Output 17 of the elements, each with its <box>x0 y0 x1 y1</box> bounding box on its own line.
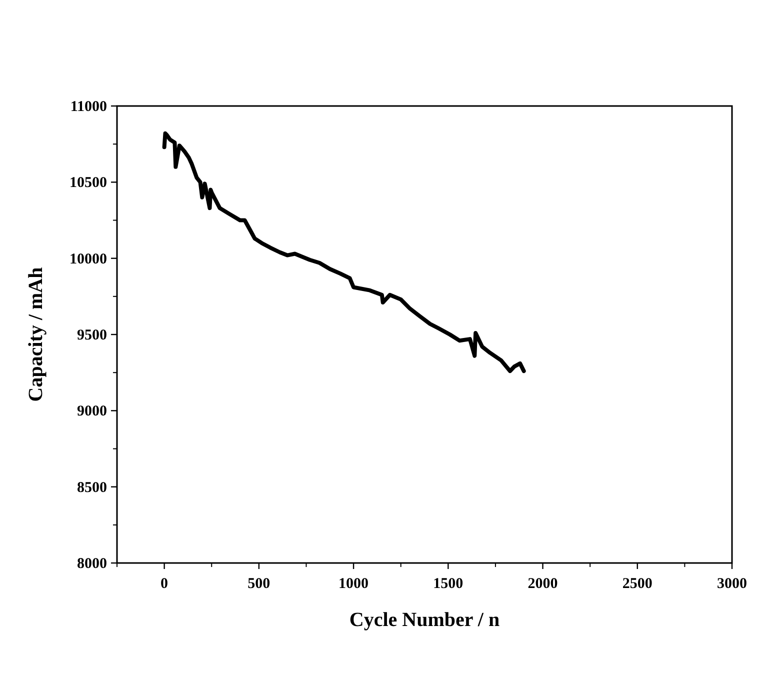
y-tick-label: 9000 <box>77 404 107 420</box>
x-tick-label: 1500 <box>433 576 464 592</box>
x-tick-label: 500 <box>248 576 270 592</box>
y-tick-label: 11000 <box>70 99 107 115</box>
y-axis-title: Capacity / mAh <box>25 267 47 402</box>
line-series <box>162 131 526 374</box>
x-tick-label: 3000 <box>717 576 747 592</box>
y-tick-label: 10500 <box>70 175 107 192</box>
x-tick-label: 2000 <box>528 576 558 592</box>
x-axis-title: Cycle Number / n <box>349 609 500 631</box>
y-tick-label: 8500 <box>77 480 107 496</box>
y-tick-label: 10000 <box>70 251 107 268</box>
x-tick-label: 2500 <box>622 576 652 592</box>
x-tick-label: 0 <box>160 576 168 592</box>
x-tick-label: 1000 <box>338 576 369 592</box>
y-tick-label: 9500 <box>77 328 107 344</box>
y-tick-label: 8000 <box>77 556 107 572</box>
